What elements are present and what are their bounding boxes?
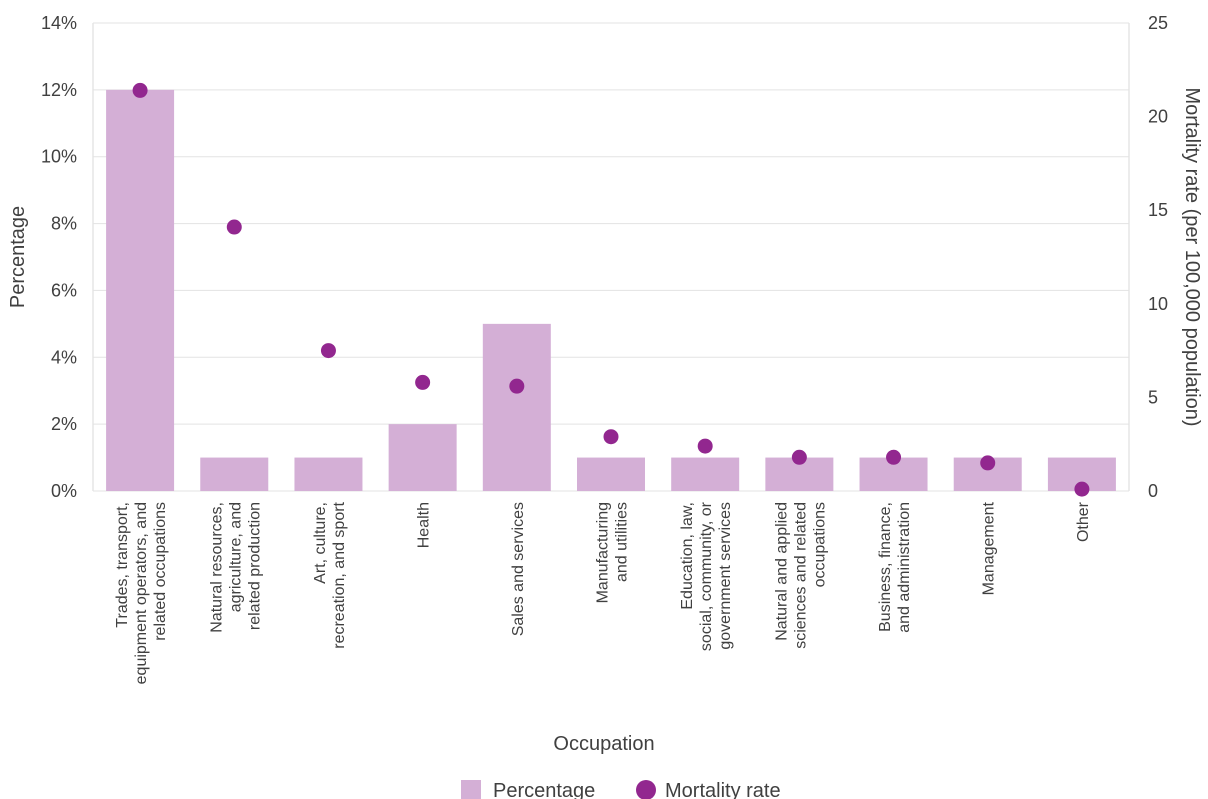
y-tick-label: 14% xyxy=(41,13,77,33)
y2-tick-label: 20 xyxy=(1148,107,1168,127)
legend-label-mortality: Mortality rate xyxy=(665,780,781,799)
category-label: Natural and applied sciences and related o… xyxy=(773,502,828,649)
y-tick-label: 12% xyxy=(41,80,77,100)
y-tick-label: 0% xyxy=(51,481,77,501)
legend-swatch-mortality xyxy=(636,780,656,799)
y-tick-label: 10% xyxy=(41,147,77,167)
mortality-point xyxy=(415,374,431,390)
category-label: Business, finance, and administration xyxy=(877,502,913,633)
y2-tick-label: 10 xyxy=(1148,294,1168,314)
legend-swatch-percentage xyxy=(461,780,481,799)
category-label: Other xyxy=(1075,501,1092,542)
mortality-point xyxy=(697,438,713,454)
mortality-point xyxy=(980,455,996,471)
y-axis-title: Percentage xyxy=(7,206,29,308)
category-label: Manufacturing and utilities xyxy=(595,502,631,603)
legend: Percentage Mortality rate xyxy=(461,780,781,799)
mortality-point xyxy=(603,429,619,445)
bar xyxy=(482,323,551,491)
category-label: Sales and services xyxy=(510,502,527,636)
y2-axis-title: Mortality rate (per 100,000 population) xyxy=(1181,87,1203,426)
y-tick-label: 8% xyxy=(51,214,77,234)
y2-tick-label: 5 xyxy=(1148,387,1158,407)
bar xyxy=(106,89,175,491)
category-labels: Trades, transport, equipment operators, a… xyxy=(114,501,1092,684)
y2-tick-label: 25 xyxy=(1148,13,1168,33)
y2-tick-label: 15 xyxy=(1148,200,1168,220)
left-axis-ticks: 0% 2% 4% 6% 8% 10% 12% 14% xyxy=(41,13,77,501)
legend-label-percentage: Percentage xyxy=(493,780,595,799)
category-label: Health xyxy=(416,502,433,548)
bar xyxy=(577,457,645,491)
mortality-point xyxy=(791,449,807,465)
y-tick-label: 4% xyxy=(51,347,77,367)
mortality-point xyxy=(320,343,336,359)
y2-tick-label: 0 xyxy=(1148,481,1158,501)
x-axis-title: Occupation xyxy=(553,733,654,755)
mortality-point xyxy=(509,378,525,394)
right-axis-ticks: 0 5 10 15 20 25 xyxy=(1148,13,1168,501)
mortality-point xyxy=(886,449,902,465)
category-label: Natural resources, agriculture, and relate… xyxy=(208,502,263,633)
gridlines xyxy=(92,22,1130,492)
category-label: Management xyxy=(981,501,998,595)
category-label: Trades, transport, equipment operators, a… xyxy=(114,502,169,684)
y-tick-label: 2% xyxy=(51,414,77,434)
bar xyxy=(200,457,269,491)
bar-series xyxy=(106,89,1116,491)
category-label: Education, law, social, community, or gove… xyxy=(679,501,734,651)
bar xyxy=(671,457,740,491)
mortality-point xyxy=(226,219,242,235)
mortality-series xyxy=(132,82,1090,497)
mortality-point xyxy=(132,82,148,98)
bar xyxy=(388,424,457,491)
mortality-point xyxy=(1074,481,1090,497)
bar xyxy=(294,457,363,491)
y-tick-label: 6% xyxy=(51,280,77,300)
category-label: Art, culture, recreation, and sport xyxy=(312,501,348,648)
